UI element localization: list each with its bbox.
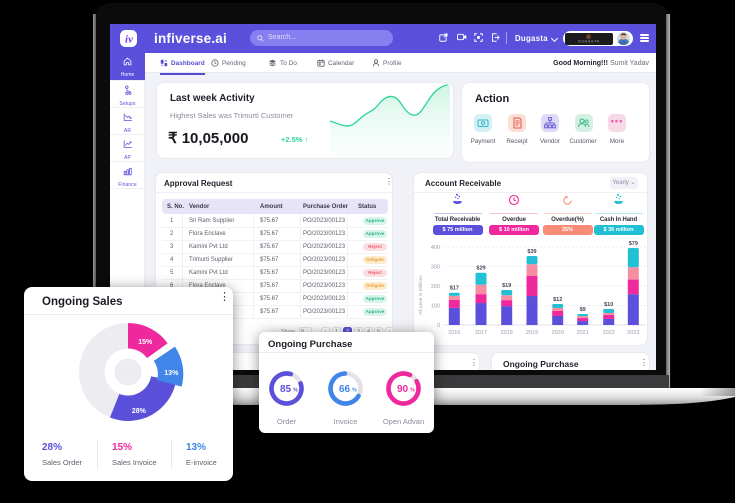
svg-text:$10: $10: [604, 302, 613, 308]
svg-text:iv: iv: [125, 33, 133, 45]
svg-text:2016: 2016: [448, 330, 460, 336]
svg-text:28%: 28%: [132, 408, 147, 415]
svg-text:$79: $79: [629, 241, 638, 247]
svg-text:$29: $29: [476, 266, 485, 272]
svg-text:300: 300: [431, 265, 440, 271]
svg-text:2017: 2017: [475, 330, 487, 336]
svg-text:$9: $9: [580, 307, 586, 313]
svg-text:All price in Millions: All price in Millions: [418, 275, 424, 315]
svg-text:15%: 15%: [138, 339, 153, 346]
svg-text:90: 90: [397, 384, 409, 395]
svg-text:2018: 2018: [501, 330, 513, 336]
svg-text:2019: 2019: [526, 330, 538, 336]
svg-text:200: 200: [431, 284, 440, 290]
svg-text:%: %: [293, 388, 298, 394]
svg-text:0: 0: [437, 323, 440, 329]
svg-text:$39: $39: [527, 249, 536, 255]
svg-text:85: 85: [280, 384, 292, 395]
svg-text:400: 400: [431, 245, 440, 251]
svg-text:66: 66: [339, 384, 351, 395]
svg-text:$12: $12: [553, 297, 562, 303]
svg-text:2023: 2023: [627, 330, 639, 336]
svg-text:$19: $19: [502, 283, 511, 289]
svg-text:13%: 13%: [164, 370, 179, 377]
svg-text:100: 100: [431, 304, 440, 310]
svg-text:%: %: [352, 388, 357, 394]
svg-text:2022: 2022: [603, 330, 615, 336]
svg-text:2020: 2020: [552, 330, 564, 336]
svg-text:%: %: [410, 388, 415, 394]
svg-text:$17: $17: [450, 286, 459, 292]
svg-text:2021: 2021: [577, 330, 589, 336]
